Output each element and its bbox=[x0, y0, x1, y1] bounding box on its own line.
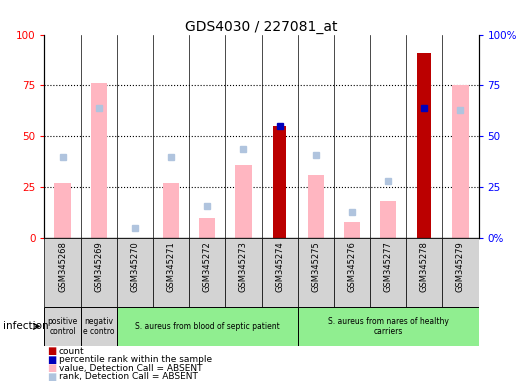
Text: GSM345274: GSM345274 bbox=[275, 242, 284, 292]
Text: GSM345277: GSM345277 bbox=[383, 242, 393, 292]
Bar bbox=[344, 222, 360, 238]
Bar bbox=[90, 83, 107, 238]
Bar bbox=[298, 307, 479, 346]
Text: negativ
e contro: negativ e contro bbox=[83, 317, 115, 336]
Text: ■: ■ bbox=[47, 346, 56, 356]
Text: GSM345276: GSM345276 bbox=[347, 242, 357, 292]
Text: GSM345268: GSM345268 bbox=[58, 242, 67, 292]
Text: GSM345271: GSM345271 bbox=[166, 242, 176, 292]
Bar bbox=[44, 307, 81, 346]
Bar bbox=[81, 238, 117, 307]
Bar bbox=[81, 307, 117, 346]
Text: infection: infection bbox=[3, 321, 48, 331]
Bar bbox=[334, 238, 370, 307]
Bar bbox=[54, 183, 71, 238]
Bar bbox=[199, 218, 215, 238]
Text: GSM345279: GSM345279 bbox=[456, 242, 465, 292]
Bar bbox=[225, 238, 262, 307]
Text: GSM345275: GSM345275 bbox=[311, 242, 320, 292]
Bar bbox=[417, 53, 431, 238]
Bar bbox=[298, 238, 334, 307]
Text: S. aureus from nares of healthy
carriers: S. aureus from nares of healthy carriers bbox=[328, 317, 449, 336]
Text: GSM345278: GSM345278 bbox=[420, 242, 429, 292]
Bar bbox=[153, 238, 189, 307]
Text: positive
control: positive control bbox=[48, 317, 78, 336]
Text: ■: ■ bbox=[47, 355, 56, 365]
Text: ■: ■ bbox=[47, 372, 56, 382]
Bar bbox=[189, 238, 225, 307]
Bar bbox=[272, 126, 287, 238]
Bar bbox=[308, 175, 324, 238]
Text: rank, Detection Call = ABSENT: rank, Detection Call = ABSENT bbox=[59, 372, 198, 381]
Bar bbox=[235, 165, 252, 238]
Text: percentile rank within the sample: percentile rank within the sample bbox=[59, 355, 212, 364]
Text: GSM345273: GSM345273 bbox=[239, 242, 248, 292]
Text: GSM345270: GSM345270 bbox=[130, 242, 140, 292]
Bar bbox=[117, 307, 298, 346]
Text: ■: ■ bbox=[47, 363, 56, 373]
Bar bbox=[44, 238, 81, 307]
Text: S. aureus from blood of septic patient: S. aureus from blood of septic patient bbox=[135, 322, 280, 331]
Bar bbox=[452, 86, 469, 238]
Bar bbox=[406, 238, 442, 307]
Bar bbox=[163, 183, 179, 238]
Text: GSM345269: GSM345269 bbox=[94, 242, 103, 292]
Text: value, Detection Call = ABSENT: value, Detection Call = ABSENT bbox=[59, 364, 202, 373]
Bar bbox=[262, 238, 298, 307]
Bar bbox=[380, 202, 396, 238]
Text: GSM345272: GSM345272 bbox=[203, 242, 212, 292]
Text: count: count bbox=[59, 347, 84, 356]
Title: GDS4030 / 227081_at: GDS4030 / 227081_at bbox=[185, 20, 338, 33]
Bar bbox=[370, 238, 406, 307]
Bar bbox=[442, 238, 479, 307]
Bar bbox=[117, 238, 153, 307]
